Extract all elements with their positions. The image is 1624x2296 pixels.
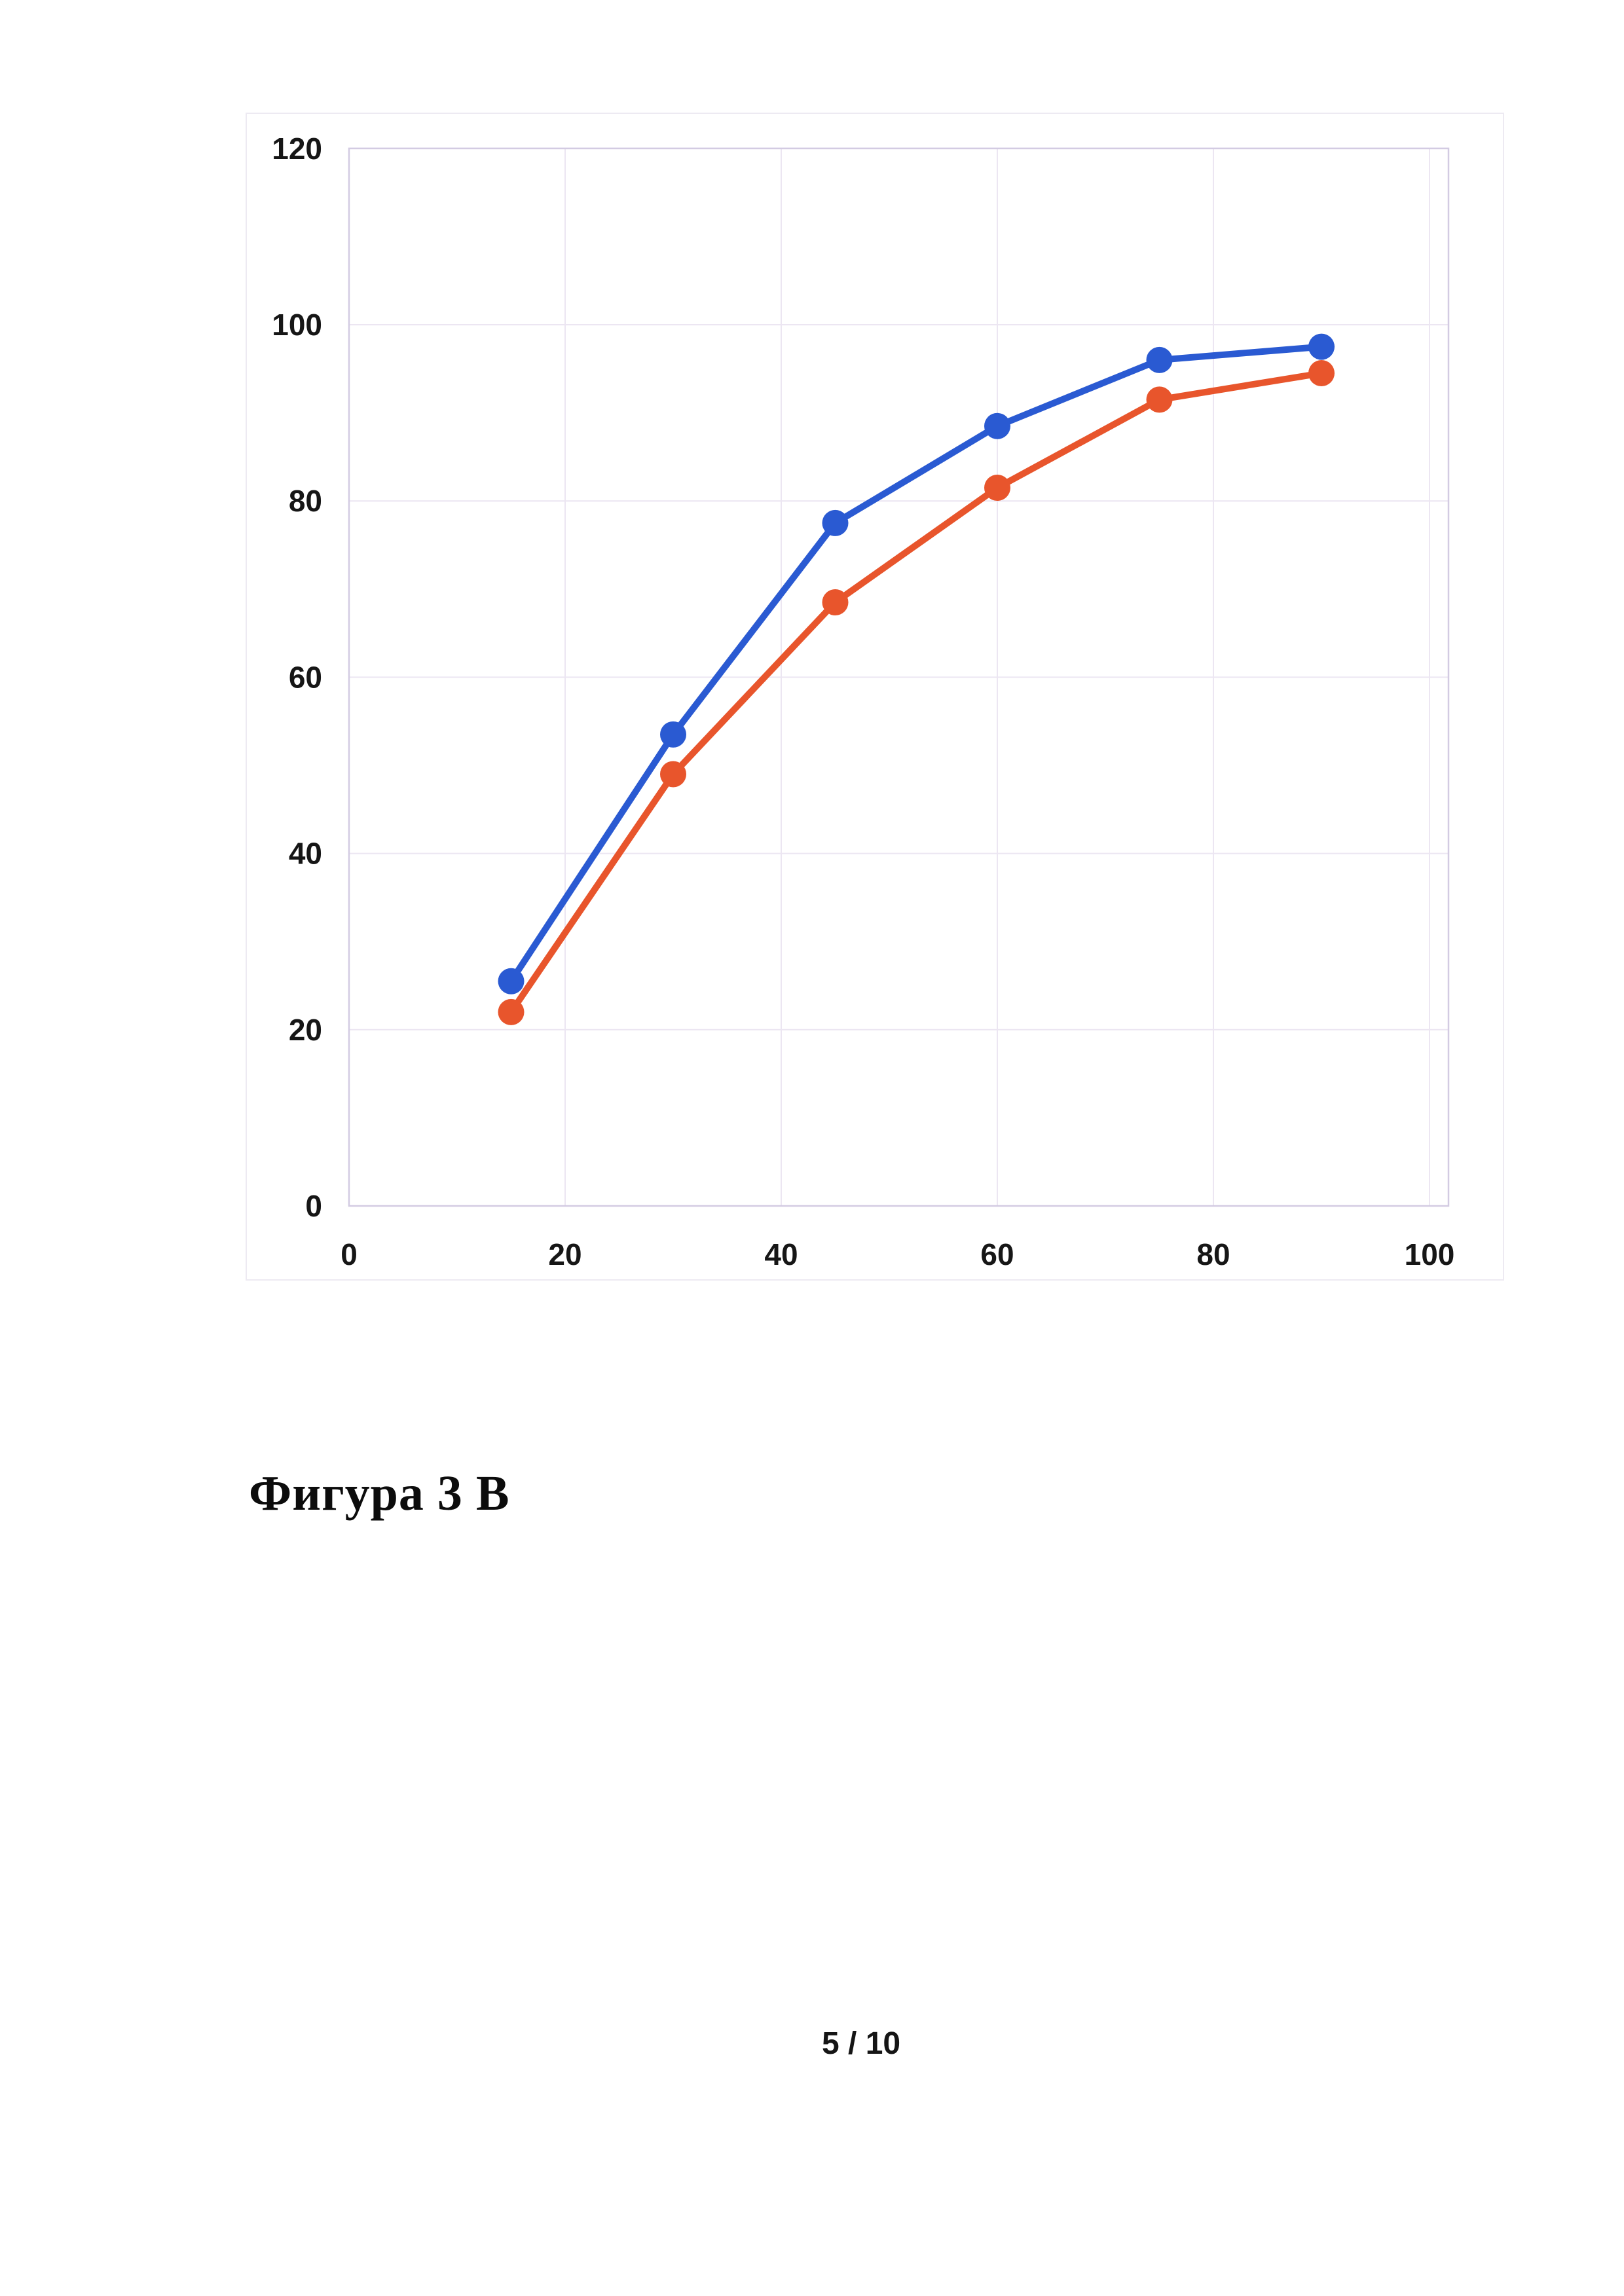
chart-frame xyxy=(246,113,1504,1281)
blue-series-data-point-marker xyxy=(1308,333,1335,360)
blue-series-data-point-marker xyxy=(822,509,849,536)
orange-series-line xyxy=(507,370,1325,1015)
x-axis-tick-label: 80 xyxy=(1196,1237,1230,1271)
y-axis-tick-label: 100 xyxy=(272,308,322,342)
y-axis-tick-label: 40 xyxy=(289,837,322,871)
page-number: 5 / 10 xyxy=(822,2026,901,2061)
x-axis-tick-label: 0 xyxy=(341,1237,358,1271)
blue-series-data-point-marker xyxy=(984,412,1010,439)
y-axis-tick-label: 0 xyxy=(305,1189,322,1223)
line-chart: 0 20 40 60 80 100 120 0 20 40 60 80 100 xyxy=(246,113,1504,1281)
y-axis-tick-label: 20 xyxy=(289,1013,322,1047)
x-axis-tick-label: 20 xyxy=(548,1237,581,1271)
figure-caption: Фигура 3 В xyxy=(249,1466,510,1521)
orange-series-data-point-marker xyxy=(1308,360,1335,387)
plot-area-border xyxy=(348,147,1450,1207)
y-axis-tick-label: 120 xyxy=(272,132,322,166)
blue-series-data-point-marker xyxy=(1146,346,1173,373)
x-axis-tick-label: 40 xyxy=(764,1237,798,1271)
y-axis-tick-label: 80 xyxy=(289,484,322,518)
chart-canvas: 0 20 40 60 80 100 120 0 20 40 60 80 100 xyxy=(246,113,1504,1281)
orange-series-data-point-marker xyxy=(660,761,686,788)
y-axis-tick-label: 60 xyxy=(289,660,322,694)
blue-series-data-point-marker xyxy=(498,968,525,994)
blue-series-line xyxy=(507,343,1325,985)
orange-series-data-point-marker xyxy=(498,998,525,1025)
x-axis-tick-label: 60 xyxy=(980,1237,1014,1271)
x-axis-tick-label: 100 xyxy=(1405,1237,1455,1271)
orange-series-data-point-marker xyxy=(1146,386,1173,413)
orange-series-data-point-marker xyxy=(984,475,1010,501)
blue-series-data-point-marker xyxy=(660,721,686,748)
orange-series-data-point-marker xyxy=(822,589,849,615)
